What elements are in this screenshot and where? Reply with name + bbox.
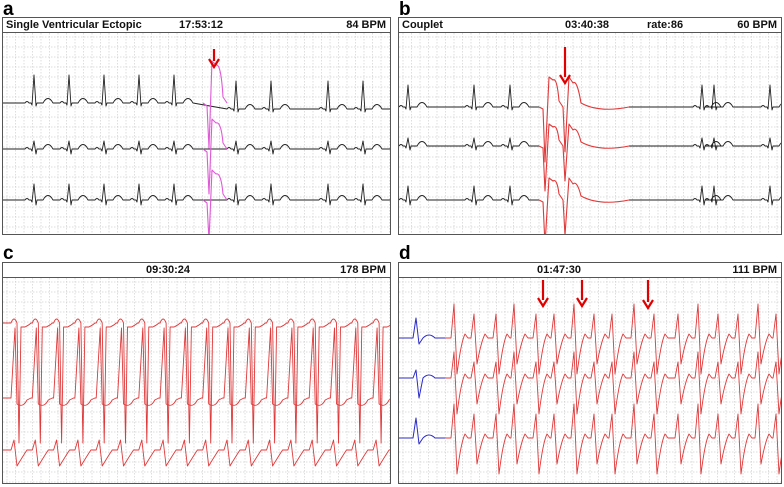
event-time-label: 03:40:38 [565, 19, 610, 31]
ecg-lead-trace [629, 185, 781, 206]
panel-letter-a: a [3, 0, 14, 20]
event-time-label: 01:47:30 [537, 264, 582, 276]
couplet-trace [538, 123, 630, 192]
heart-rate-label: 111 BPM [732, 264, 777, 276]
couplet-trace [538, 76, 630, 163]
strip-header-a: Single Ventricular Ectopic 17:53:12 84 B… [3, 18, 390, 33]
sinus-beat-trace [399, 317, 445, 345]
event-type-label: Single Ventricular Ectopic [6, 19, 142, 31]
tachycardia-trace [3, 327, 390, 406]
strip-header-b: Couplet 03:40:38 rate:86 60 BPM [399, 18, 781, 33]
ecg-grid [3, 278, 390, 483]
ecg-trace-area-a [3, 33, 390, 234]
ecg-trace-area-c [3, 278, 390, 483]
wide-complex-trace [445, 403, 781, 475]
event-time-label: 09:30:24 [146, 264, 191, 276]
panel-letter-d: d [399, 243, 411, 264]
ectopic-beat-trace [202, 60, 228, 149]
wide-complex-trace [445, 351, 781, 415]
event-time-label: 17:53:12 [179, 19, 224, 31]
ecg-grid [399, 33, 781, 234]
ecg-trace-area-b [399, 33, 781, 234]
ectopic-beat-trace [202, 169, 228, 234]
ecg-trace-area-d [399, 278, 781, 483]
ecg-lead-trace [399, 84, 539, 111]
strip-header-d: 01:47:30 111 BPM [399, 263, 781, 278]
ecg-strip-b: Couplet 03:40:38 rate:86 60 BPM [398, 17, 782, 235]
panel-letter-c: c [3, 243, 14, 264]
strip-header-c: 09:30:24 178 BPM [3, 263, 390, 278]
event-arrow [537, 280, 549, 309]
panel-letter-b: b [399, 0, 411, 20]
ecg-lead-trace [3, 74, 390, 113]
ectopic-beat-trace [202, 118, 228, 195]
heart-rate-label: 178 BPM [340, 264, 386, 276]
ectopic-arrow [208, 49, 220, 70]
sinus-beat-trace [399, 369, 445, 399]
tachycardia-trace [3, 318, 390, 444]
ecg-grid [3, 33, 390, 234]
event-arrow [642, 280, 654, 311]
ecg-lead-trace [3, 140, 390, 155]
sinus-beat-trace [399, 417, 445, 445]
heart-rate-label: 60 BPM [737, 19, 777, 31]
couplet-trace [538, 177, 630, 234]
heart-rate-label: 84 BPM [346, 19, 386, 31]
ecg-lead-trace [399, 185, 539, 206]
event-arrow [576, 280, 588, 309]
ecg-lead-trace [629, 137, 781, 151]
tachycardia-trace [3, 439, 390, 467]
event-rate-label: rate:86 [647, 19, 684, 31]
couplet-arrow [559, 47, 571, 86]
ecg-lead-trace [629, 84, 781, 111]
ecg-strip-c: 09:30:24 178 BPM [2, 262, 391, 484]
event-type-label: Couplet [402, 19, 443, 31]
ecg-strip-a: Single Ventricular Ectopic 17:53:12 84 B… [2, 17, 391, 235]
ecg-lead-trace [3, 183, 390, 206]
wide-complex-trace [445, 303, 781, 375]
ecg-lead-trace [399, 137, 539, 151]
ecg-strip-d: 01:47:30 111 BPM [398, 262, 782, 484]
